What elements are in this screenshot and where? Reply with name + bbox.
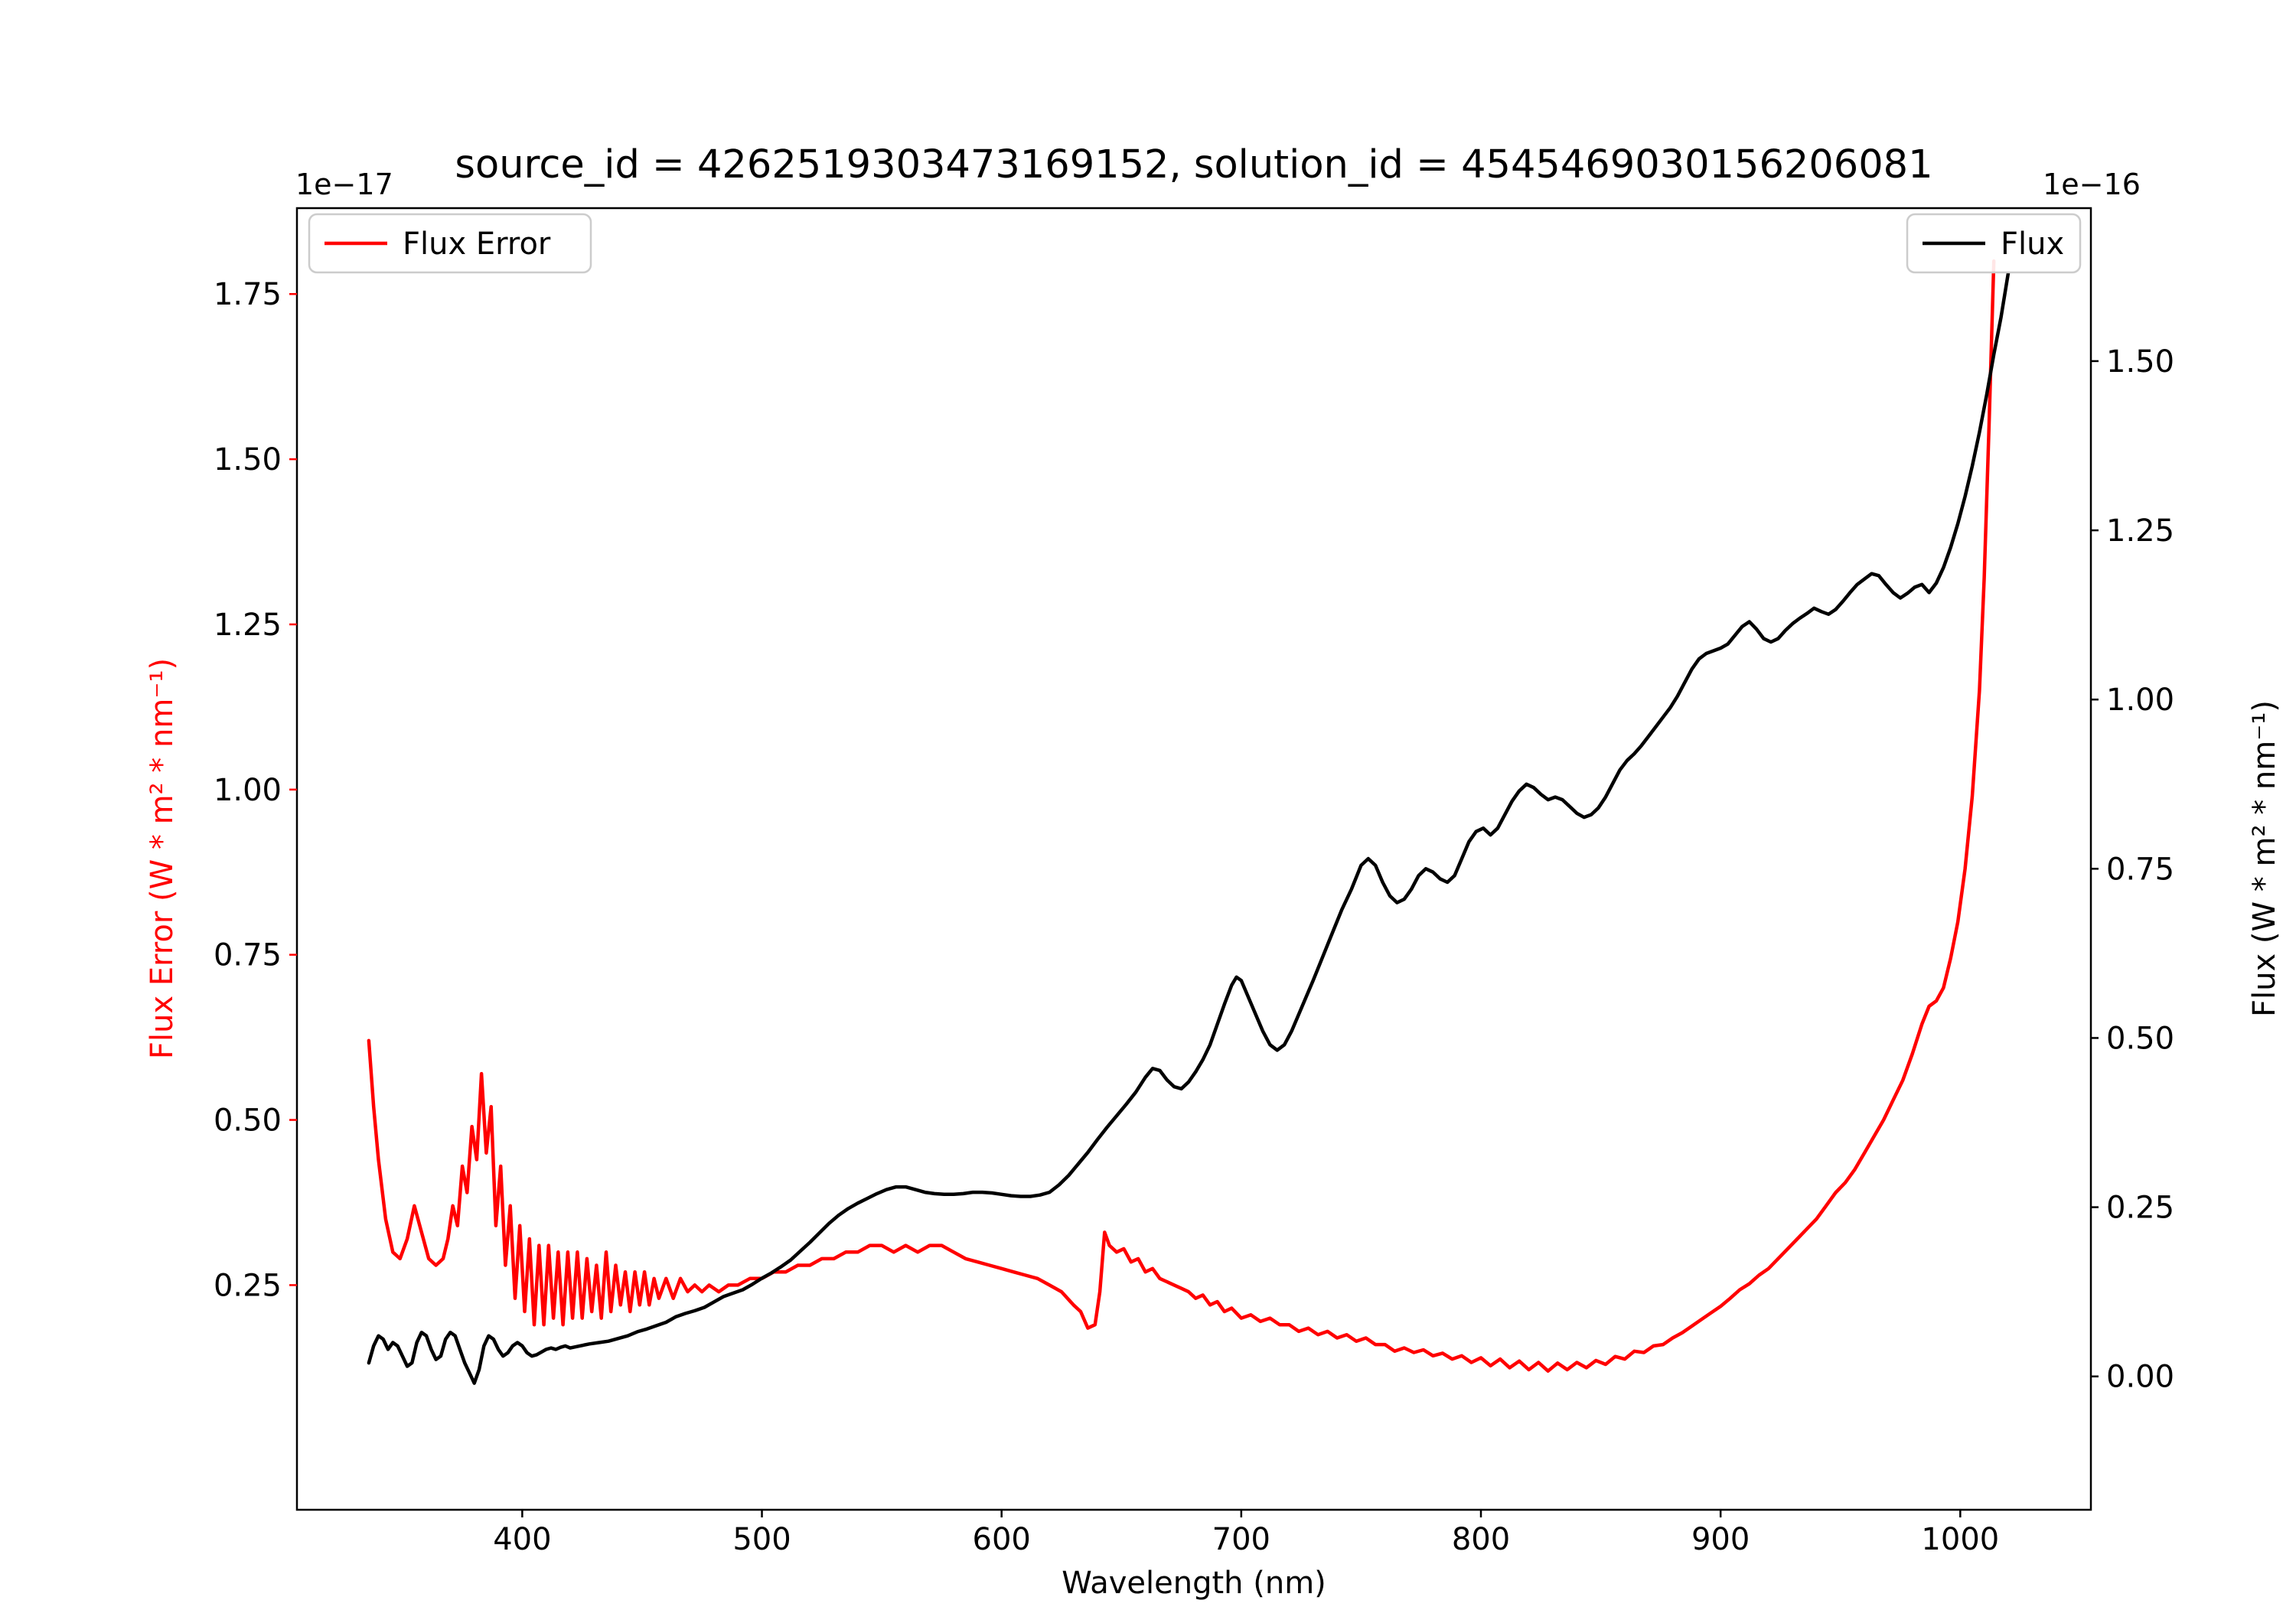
series-line-flux-error xyxy=(367,259,1996,1373)
right-y-axis-label: Flux (W * m² * nm⁻¹) xyxy=(2247,700,2282,1017)
right-y-tick-label: 0.75 xyxy=(2106,852,2174,887)
left-y-axis-label: Flux Error (W * m² * nm⁻¹) xyxy=(145,658,180,1059)
legend-flux-error: Flux Error xyxy=(308,213,592,274)
legend-flux-error-label: Flux Error xyxy=(403,227,551,262)
series-line-flux xyxy=(367,271,2011,1385)
right-axis-offset-text: 1e−16 xyxy=(2043,168,2141,201)
plot-area: 400 500 600 700 800 900 1000 0.25 0.50 0.75 1.00 1.… xyxy=(214,207,2174,1557)
right-y-tick-label: 1.50 xyxy=(2106,344,2174,380)
x-tick-label: 500 xyxy=(732,1522,791,1557)
x-tick-label: 600 xyxy=(973,1522,1031,1557)
left-y-tick-label: 0.25 xyxy=(214,1268,282,1303)
legend-flux-label: Flux xyxy=(2001,227,2064,262)
left-y-tick-label: 1.00 xyxy=(214,773,282,808)
right-y-tick-label: 1.25 xyxy=(2106,513,2174,549)
legend-flux: Flux xyxy=(1906,213,2082,274)
left-y-tick-label: 1.50 xyxy=(214,442,282,477)
right-y-tick-label: 0.50 xyxy=(2106,1021,2174,1056)
left-y-tick-label: 0.75 xyxy=(214,938,282,973)
left-y-tick-label: 1.25 xyxy=(214,608,282,643)
x-tick-label: 800 xyxy=(1452,1522,1510,1557)
x-tick-label: 700 xyxy=(1212,1522,1270,1557)
x-tick-label: 1000 xyxy=(1921,1522,1999,1557)
left-y-tick-label: 1.75 xyxy=(214,277,282,312)
x-tick-label: 900 xyxy=(1691,1522,1750,1557)
left-y-tick-label: 0.50 xyxy=(214,1103,282,1139)
x-tick-label: 400 xyxy=(493,1522,551,1557)
right-y-tick-label: 1.00 xyxy=(2106,683,2174,718)
axes-spines xyxy=(295,207,2092,1511)
chart-title: source_id = 4262519303473169152, solutio… xyxy=(455,142,1932,187)
x-axis-label: Wavelength (nm) xyxy=(1062,1566,1326,1601)
right-y-tick-label: 0.25 xyxy=(2106,1191,2174,1226)
right-y-tick-label: 0.00 xyxy=(2106,1360,2174,1395)
left-axis-offset-text: 1e−17 xyxy=(295,168,393,201)
legend-flux-box xyxy=(1906,213,2082,274)
legend-flux-error-box xyxy=(308,213,592,274)
